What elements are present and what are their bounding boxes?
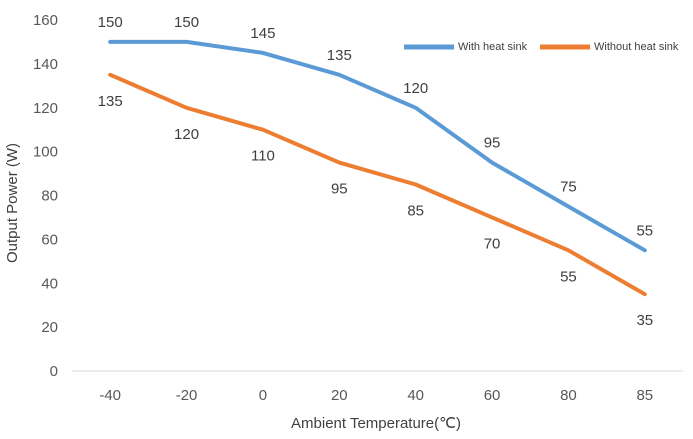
data-label: 135 — [327, 47, 352, 64]
y-tick-label: 120 — [33, 100, 58, 117]
x-tick-label: -40 — [99, 387, 121, 404]
data-label: 120 — [174, 126, 199, 143]
x-tick-label: 0 — [259, 387, 267, 404]
x-axis: -40 -20 0 20 40 60 80 85 — [72, 370, 683, 404]
data-label: 150 — [98, 14, 123, 31]
y-tick-label: 40 — [41, 275, 58, 292]
y-tick-label: 20 — [41, 319, 58, 336]
data-label: 55 — [636, 222, 653, 239]
y-tick-label: 0 — [50, 363, 58, 380]
x-tick-label: 40 — [407, 387, 424, 404]
series-line-1 — [108, 39, 647, 253]
y-axis: 0 20 40 60 80 100 120 140 160 — [33, 12, 58, 380]
data-label: 120 — [403, 80, 428, 97]
y-tick-label: 100 — [33, 144, 58, 161]
x-tick-label: 20 — [331, 387, 348, 404]
y-tick-label: 140 — [33, 56, 58, 73]
legend: With heat sink Without heat sink — [404, 41, 679, 53]
series-layer: 150 150 145 135 120 95 75 55 135 120 110 95 85 70 55 35 — [98, 14, 653, 329]
data-label: 85 — [407, 203, 424, 220]
data-label: 75 — [560, 178, 577, 195]
data-label: 110 — [251, 148, 275, 165]
x-tick-label: 85 — [636, 387, 653, 404]
x-tick-label: 60 — [484, 387, 501, 404]
data-label: 95 — [484, 135, 501, 152]
legend-label: With heat sink — [458, 41, 528, 53]
y-tick-label: 80 — [41, 188, 58, 205]
series-line-2 — [108, 72, 647, 297]
data-label: 35 — [636, 312, 653, 329]
y-axis-title: Output Power (W) — [4, 143, 21, 263]
y-tick-label: 160 — [33, 12, 58, 29]
x-tick-label: -20 — [176, 387, 198, 404]
data-label: 135 — [98, 93, 123, 110]
data-label: 95 — [331, 181, 348, 198]
legend-label: Without heat sink — [594, 41, 679, 53]
x-tick-label: 80 — [560, 387, 577, 404]
data-label: 150 — [174, 14, 199, 31]
y-tick-label: 60 — [41, 231, 58, 248]
data-label: 70 — [484, 235, 501, 252]
x-axis-title: Ambient Temperature(℃) — [291, 415, 461, 432]
data-label: 55 — [560, 268, 577, 285]
data-label: 145 — [250, 25, 275, 42]
